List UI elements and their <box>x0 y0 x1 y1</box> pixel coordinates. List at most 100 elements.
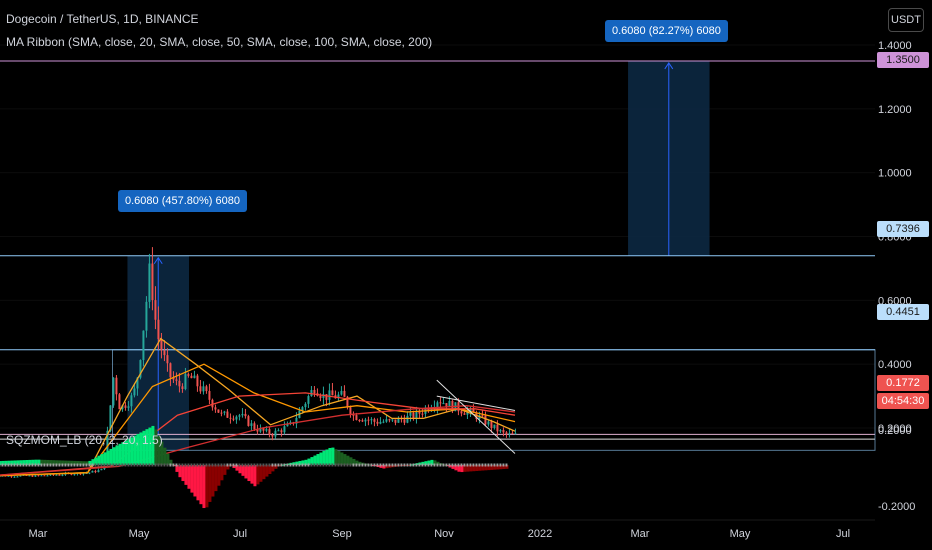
squeeze-dot <box>196 463 199 467</box>
countdown-tag: 04:54:30 <box>877 393 929 409</box>
squeeze-dot <box>37 463 40 467</box>
histogram-bar <box>259 465 263 482</box>
squeeze-dot <box>25 463 28 467</box>
sqzmom-legend: SQZMOM_LB (20, 2, 20, 1.5) <box>6 433 163 447</box>
candle-body <box>277 430 280 432</box>
histogram-bar <box>337 450 341 465</box>
squeeze-dot <box>307 463 310 467</box>
histogram-bar <box>127 438 131 465</box>
x-tick-label: May <box>129 528 150 540</box>
candle-body <box>127 406 130 408</box>
histogram-bar <box>88 460 92 465</box>
squeeze-dot <box>499 463 502 467</box>
histogram-bar <box>271 465 275 472</box>
squeeze-dot <box>472 463 475 467</box>
squeeze-dot <box>418 463 421 467</box>
candle-body <box>115 377 118 395</box>
histogram-bar <box>325 449 329 465</box>
squeeze-dot <box>184 463 187 467</box>
histogram-bar <box>160 441 164 465</box>
histogram-bar <box>436 461 440 465</box>
squeeze-dot <box>397 463 400 467</box>
candle-body <box>7 475 10 477</box>
histogram-bar <box>100 454 104 465</box>
histogram-bar <box>307 458 311 465</box>
squeeze-dot <box>424 463 427 467</box>
histogram-bar <box>148 427 152 465</box>
candle-body <box>394 419 397 423</box>
histogram-bar <box>463 465 467 472</box>
trendline-top <box>436 395 516 411</box>
squeeze-dot <box>70 463 73 467</box>
histogram-bar <box>124 440 128 465</box>
candle-body <box>364 419 367 422</box>
squeeze-dot <box>106 463 109 467</box>
histogram-bar <box>487 465 491 471</box>
candle-body <box>19 475 22 477</box>
candle-body <box>463 413 466 415</box>
squeeze-dot <box>481 463 484 467</box>
candle-body <box>61 474 64 476</box>
candle-body <box>4 475 7 477</box>
histogram-bar <box>52 460 56 465</box>
candle-body <box>16 476 19 478</box>
squeeze-dot <box>217 463 220 467</box>
squeeze-dot <box>412 463 415 467</box>
chart-title: Dogecoin / TetherUS, 1D, BINANCE <box>6 12 199 26</box>
squeeze-dot <box>256 463 259 467</box>
candle-body <box>247 416 250 426</box>
histogram-bar <box>46 459 50 465</box>
squeeze-dot <box>433 463 436 467</box>
candle-body <box>358 419 361 421</box>
currency-button[interactable]: USDT <box>888 8 924 32</box>
squeeze-dot <box>442 463 445 467</box>
candle-body <box>205 386 208 392</box>
candle-body <box>43 475 46 477</box>
squeeze-dot <box>289 463 292 467</box>
squeeze-dot <box>355 463 358 467</box>
squeeze-dot <box>457 463 460 467</box>
histogram-bar <box>115 445 119 465</box>
histogram-bar <box>109 448 113 465</box>
candle-body <box>91 470 94 473</box>
histogram-bar <box>349 457 353 465</box>
histogram-bar <box>85 461 89 465</box>
histogram-bar <box>430 459 434 465</box>
squeeze-dot <box>451 463 454 467</box>
histogram-bar <box>220 465 224 481</box>
squeeze-dot <box>64 463 67 467</box>
histogram-bar <box>253 465 257 487</box>
squeeze-dot <box>10 463 13 467</box>
histogram-bar <box>346 455 350 465</box>
squeeze-dot <box>490 463 493 467</box>
histogram-bar <box>22 460 26 465</box>
y-tick-label: 1.2000 <box>878 104 912 116</box>
histogram-bar <box>466 465 470 472</box>
histogram-bar <box>298 461 302 465</box>
histogram-bar <box>475 465 479 471</box>
squeeze-dot <box>322 463 325 467</box>
histogram-bar <box>79 461 83 465</box>
squeeze-dot <box>445 463 448 467</box>
squeeze-dot <box>88 463 91 467</box>
squeeze-dot <box>292 463 295 467</box>
histogram-bar <box>145 429 149 465</box>
histogram-bar <box>31 459 35 465</box>
histogram-bar <box>322 451 326 465</box>
squeeze-dot <box>73 463 76 467</box>
candle-body <box>382 421 385 423</box>
candle-body <box>151 263 154 301</box>
squeeze-dot <box>280 463 283 467</box>
squeeze-dot <box>121 463 124 467</box>
candle-body <box>40 475 43 477</box>
squeeze-dot <box>268 463 271 467</box>
candle-body <box>379 421 382 424</box>
y-tick-label: 0.4000 <box>878 359 912 371</box>
candle-body <box>208 391 211 400</box>
squeeze-dot <box>304 463 307 467</box>
candle-body <box>331 390 334 396</box>
candle-body <box>373 419 376 422</box>
squeeze-dot <box>439 463 442 467</box>
squeeze-dot <box>505 463 508 467</box>
